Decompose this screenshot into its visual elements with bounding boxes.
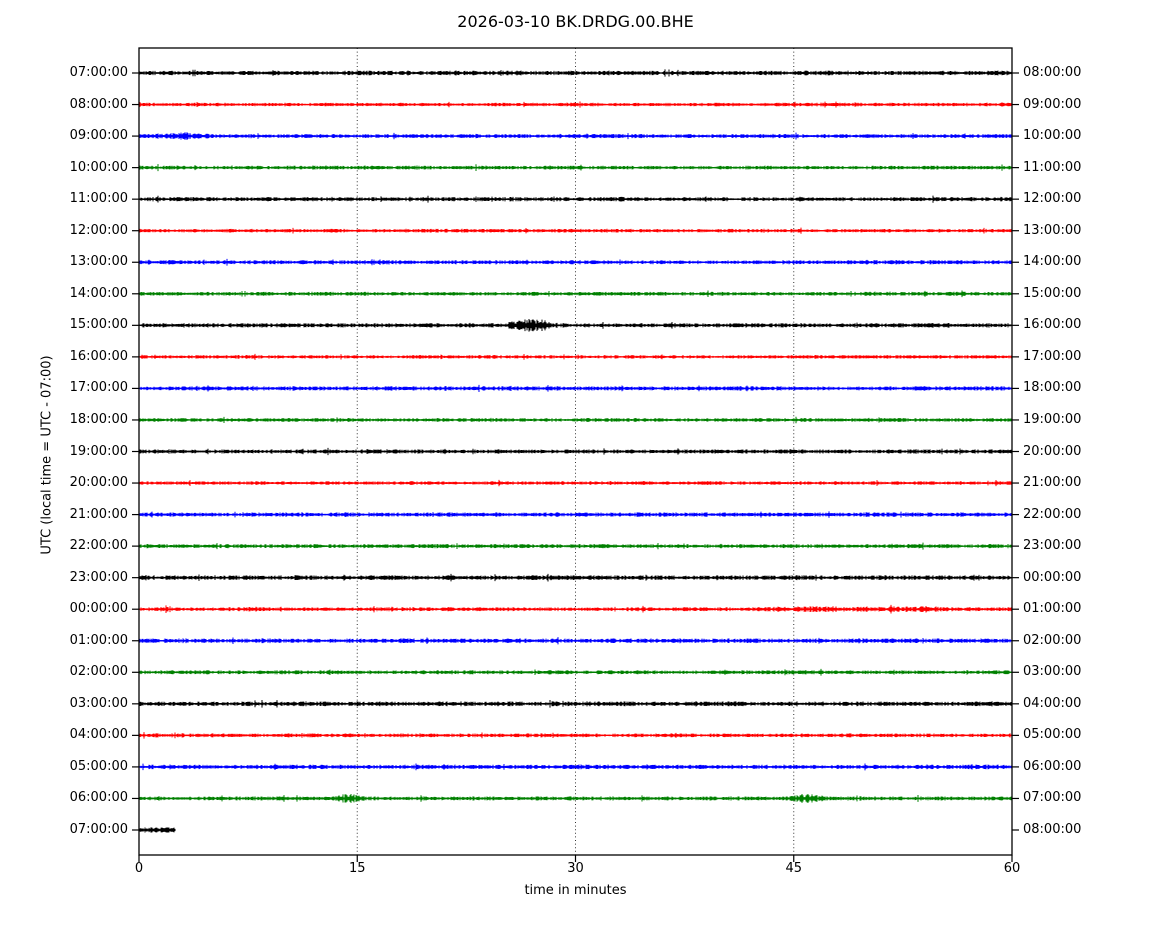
- y-tick-label-left: 07:00:00: [69, 65, 128, 80]
- y-tick-label-right: 05:00:00: [1023, 727, 1082, 743]
- y-tick-label-right: 06:00:00: [1023, 758, 1082, 774]
- y-tick-label-right: 22:00:00: [1023, 506, 1082, 522]
- y-tick-label-right: 11:00:00: [1023, 159, 1082, 175]
- y-tick-label-right: 12:00:00: [1023, 191, 1082, 207]
- y-tick-label-right: 20:00:00: [1023, 443, 1082, 459]
- y-tick-label-right: 19:00:00: [1023, 411, 1082, 427]
- y-tick-label-left: 08:00:00: [69, 96, 128, 112]
- y-tick-label-right: 14:00:00: [1023, 254, 1082, 270]
- y-tick-label-left: 10:00:00: [69, 159, 128, 175]
- y-tick-label-left: 07:00:00: [69, 822, 128, 837]
- y-tick-label-left: 11:00:00: [69, 191, 128, 207]
- y-tick-label-left: 03:00:00: [69, 695, 128, 711]
- y-tick-label-right: 21:00:00: [1023, 475, 1082, 491]
- y-tick-label-right: 17:00:00: [1023, 348, 1082, 364]
- y-tick-label-left: 09:00:00: [69, 128, 128, 144]
- y-tick-label-left: 22:00:00: [69, 538, 128, 554]
- y-tick-label-right: 16:00:00: [1023, 317, 1082, 333]
- y-tick-label-right: 09:00:00: [1023, 96, 1082, 112]
- y-tick-label-left: 05:00:00: [69, 758, 128, 774]
- y-tick-label-left: 17:00:00: [69, 380, 128, 396]
- y-tick-label-left: 04:00:00: [69, 727, 128, 743]
- y-tick-label-left: 21:00:00: [69, 506, 128, 522]
- y-tick-label-left: 06:00:00: [69, 790, 128, 806]
- y-tick-label-right: 01:00:00: [1023, 601, 1082, 617]
- y-tick-label-right: 08:00:00: [1023, 822, 1082, 837]
- y-tick-label-right: 18:00:00: [1023, 380, 1082, 396]
- x-tick-label: 30: [567, 861, 584, 876]
- y-tick-label-left: 14:00:00: [69, 285, 128, 301]
- y-tick-label-right: 08:00:00: [1023, 65, 1082, 80]
- y-tick-label-left: 23:00:00: [69, 569, 128, 585]
- y-tick-label-left: 16:00:00: [69, 348, 128, 364]
- chart-title: 2026-03-10 BK.DRDG.00.BHE: [457, 12, 694, 31]
- y-tick-label-right: 13:00:00: [1023, 222, 1082, 238]
- x-tick-label: 0: [134, 861, 144, 876]
- y-tick-label-right: 07:00:00: [1023, 790, 1082, 806]
- x-tick-label: 45: [785, 861, 803, 876]
- y-tick-label-left: 18:00:00: [69, 411, 128, 427]
- y-tick-label-left: 15:00:00: [69, 317, 128, 333]
- y-tick-label-right: 04:00:00: [1023, 695, 1082, 711]
- x-tick-label: 60: [1003, 861, 1021, 876]
- y-tick-label-right: 02:00:00: [1023, 632, 1082, 648]
- x-tick-label: 15: [348, 861, 366, 876]
- y-tick-label-left: 20:00:00: [69, 475, 128, 491]
- y-tick-label-left: 01:00:00: [69, 632, 128, 648]
- y-tick-label-right: 15:00:00: [1023, 285, 1082, 301]
- y-tick-label-right: 03:00:00: [1023, 664, 1082, 680]
- y-tick-label-right: 10:00:00: [1023, 128, 1082, 144]
- axes-border: [138, 47, 1013, 856]
- x-axis-label: time in minutes: [524, 883, 627, 898]
- y-tick-label-right: 00:00:00: [1023, 569, 1082, 585]
- y-tick-label-left: 13:00:00: [69, 254, 128, 270]
- y-tick-label-left: 19:00:00: [69, 443, 128, 459]
- y-tick-label-right: 23:00:00: [1023, 538, 1082, 554]
- y-tick-label-left: 00:00:00: [69, 601, 128, 617]
- y-tick-label-left: 02:00:00: [69, 664, 128, 680]
- y-tick-label-left: 12:00:00: [69, 222, 128, 238]
